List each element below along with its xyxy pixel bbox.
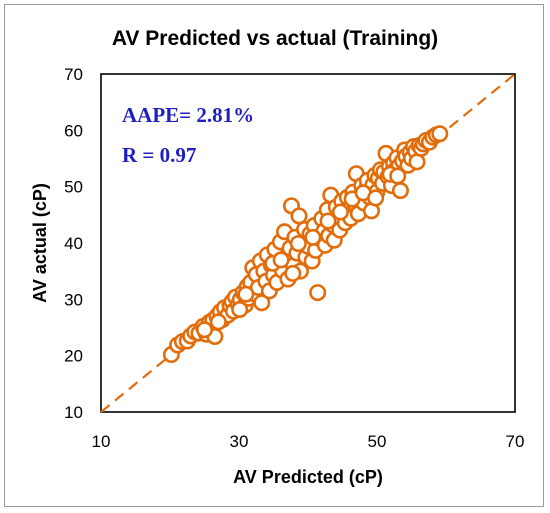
data-point [272,251,290,269]
data-point [391,182,409,200]
x-tick-label: 50 [368,432,387,451]
data-points [162,125,449,364]
chart-title: AV Predicted vs actual (Training) [112,27,438,50]
y-tick-label: 50 [64,178,83,197]
data-point [253,294,271,312]
data-point [309,284,327,302]
r-annotation: R = 0.97 [122,143,196,167]
y-axis-label: AV actual (cP) [30,183,50,303]
data-point [304,228,322,246]
data-point [209,313,227,331]
y-tick-label: 30 [64,290,83,309]
y-tick-label: 40 [64,234,83,253]
x-tick-label: 70 [506,432,525,451]
data-point [431,125,449,143]
y-tick-label: 60 [64,121,83,140]
y-tick-label: 20 [64,347,83,366]
x-tick-label: 30 [230,432,249,451]
aape-annotation: AAPE= 2.81% [122,103,254,127]
y-tick-label: 70 [64,65,83,84]
data-point [289,235,307,253]
x-axis-label: AV Predicted (cP) [233,467,383,487]
data-point [367,189,385,207]
data-point [319,212,337,230]
data-point [284,264,302,282]
data-point [389,167,407,185]
data-point [237,285,255,303]
data-point [231,300,249,318]
data-point [408,153,426,171]
tick-labels: 10 30 50 70 10 20 30 40 50 60 70 [64,65,524,451]
x-tick-label: 10 [92,432,111,451]
plot-area [100,73,516,413]
y-tick-label: 10 [64,403,83,422]
data-point [331,203,349,221]
data-point [196,321,214,339]
